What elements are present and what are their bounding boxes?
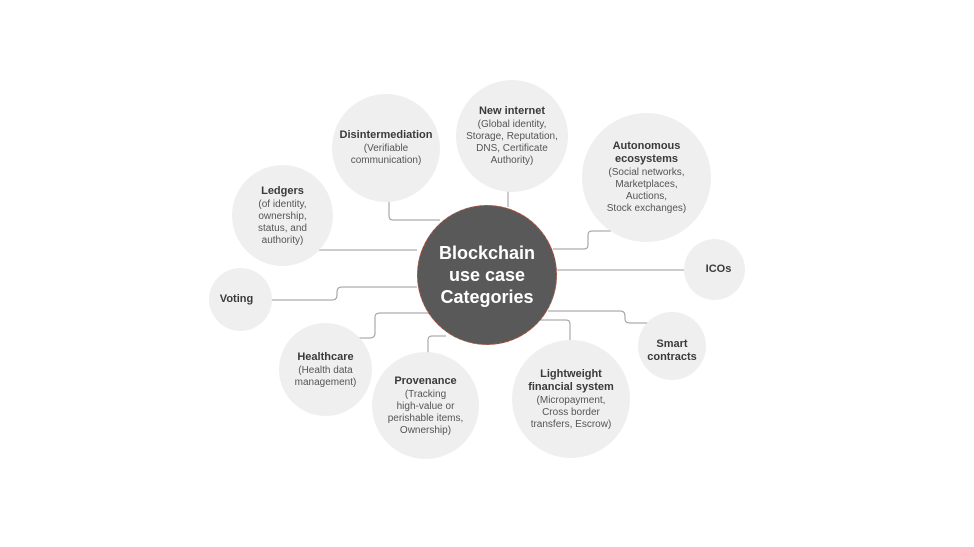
node-description: (Health data management) <box>295 365 357 389</box>
node-description: (Tracking high-value or perishable items… <box>388 389 464 437</box>
desc-line: Storage, Reputation, <box>466 131 558 142</box>
center-title-line: Categories <box>440 287 534 307</box>
desc-line: authority) <box>261 234 304 246</box>
desc-line: ownership, <box>258 210 307 222</box>
desc-line: transfers, Escrow) <box>530 418 612 430</box>
node-disintermediation: Disintermediation (Verifiable communicat… <box>332 94 440 202</box>
title-line: Smart <box>656 338 688 350</box>
node-title: Smart contracts <box>647 338 697 364</box>
title-line: Autonomous <box>612 140 681 152</box>
node-ledgers: Ledgers (of identity, ownership, status,… <box>232 165 333 266</box>
desc-line: Ownership) <box>399 424 452 436</box>
node-icos: ICOs <box>684 239 745 300</box>
desc-line: Marketplaces, <box>615 179 678 190</box>
desc-line: DNS, Certificate <box>476 143 548 154</box>
node-title: Healthcare <box>297 350 354 363</box>
node-description: (Global identity, Storage, Reputation, D… <box>466 119 558 167</box>
desc-line: perishable items, <box>387 412 464 424</box>
node-voting: Voting <box>209 268 272 331</box>
title-line: ecosystems <box>614 153 678 165</box>
node-title: Voting <box>219 293 254 305</box>
connector-autonomous <box>553 230 646 250</box>
node-title: Provenance <box>394 374 457 387</box>
node-autonomous-ecosystems: Autonomous ecosystems (Social networks, … <box>582 113 711 242</box>
center-title: Blockchain use case Categories <box>439 242 535 308</box>
title-line: contracts <box>647 351 697 363</box>
node-lightweight-financial-system: Lightweight financial system (Micropayme… <box>512 340 630 458</box>
node-smart-contracts: Smart contracts <box>638 312 706 380</box>
node-title: Ledgers <box>261 184 304 197</box>
node-title: Lightweight financial system <box>528 368 614 394</box>
connector-voting <box>263 286 417 301</box>
connector-provenance <box>427 335 446 365</box>
connector-smart-contracts <box>548 310 671 324</box>
node-title: Disintermediation <box>339 129 433 141</box>
node-description: (Verifiable communication) <box>351 143 422 167</box>
desc-line: Cross border <box>542 406 600 418</box>
desc-line: Stock exchanges) <box>606 203 687 214</box>
node-description: (of identity, ownership, status, and aut… <box>258 199 307 247</box>
desc-line: communication) <box>350 155 422 166</box>
desc-line: (Social networks, <box>608 167 685 178</box>
node-description: (Social networks, Marketplaces, Auctions… <box>607 167 687 215</box>
desc-line: management) <box>294 376 357 388</box>
desc-line: Auctions, <box>625 191 668 202</box>
desc-line: high-value or <box>396 400 455 412</box>
center-title-line: Blockchain <box>438 243 536 263</box>
connector-lightweight <box>530 319 571 356</box>
connector-disintermediation <box>388 187 440 221</box>
center-node: Blockchain use case Categories <box>417 205 557 345</box>
desc-line: (Tracking <box>404 388 447 400</box>
node-description: (Micropayment, Cross border transfers, E… <box>531 395 612 431</box>
desc-line: (Verifiable <box>363 143 409 154</box>
desc-line: status, and <box>258 222 307 234</box>
connector-healthcare <box>325 312 430 339</box>
desc-line: (of identity, <box>258 198 307 210</box>
node-new-internet: New internet (Global identity, Storage, … <box>456 80 568 192</box>
node-healthcare: Healthcare (Health data management) <box>279 323 372 416</box>
desc-line: (Global identity, <box>477 119 547 130</box>
center-title-line: use case <box>448 265 526 285</box>
node-title: ICOs <box>705 263 732 275</box>
title-line: financial system <box>528 380 614 393</box>
node-title: Autonomous ecosystems <box>613 140 681 166</box>
node-title: New internet <box>478 105 545 117</box>
desc-line: (Health data <box>298 364 353 376</box>
desc-line: (Micropayment, <box>536 394 606 406</box>
title-line: Lightweight <box>540 367 602 380</box>
node-provenance: Provenance (Tracking high-value or peris… <box>372 352 479 459</box>
desc-line: Authority) <box>490 155 534 166</box>
